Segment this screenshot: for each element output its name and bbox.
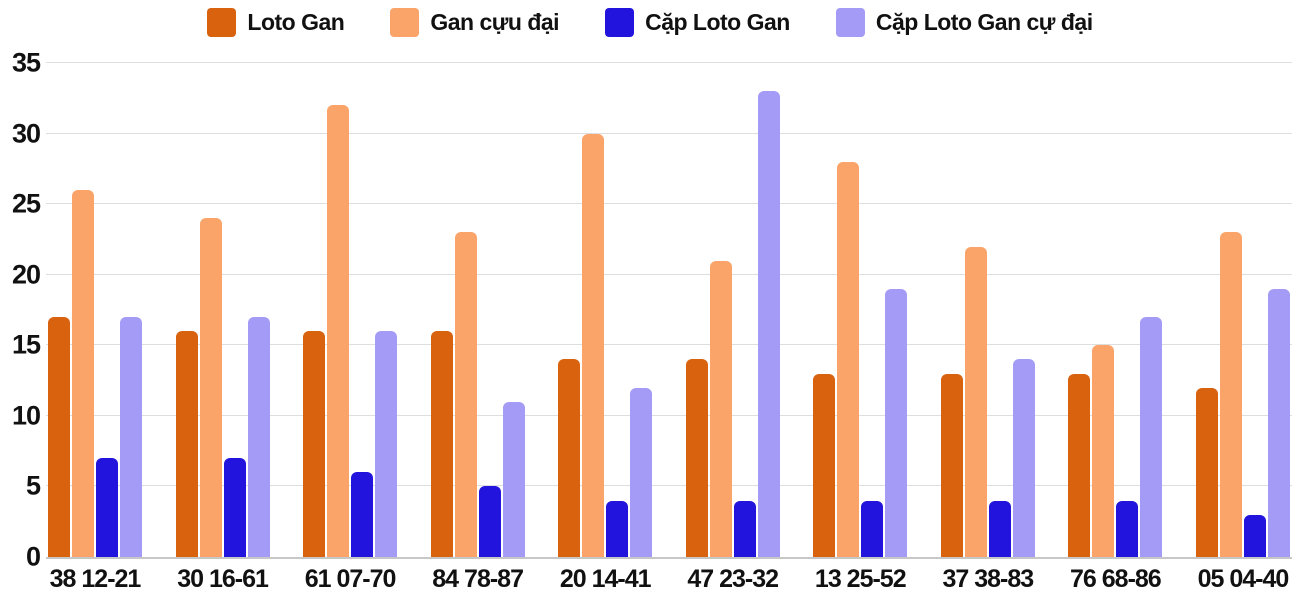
y-tick-label: 5 [25,470,41,501]
legend-swatch-icon [207,8,237,37]
bar-cặp-loto-gan-cự-đại-5[interactable] [757,91,780,557]
bar-group-1 [175,63,270,557]
bar-gan-cựu-đại-7[interactable] [964,246,987,557]
x-tick-label-3: 84 78-87 [432,565,524,593]
x-tick-label-8: 76 68-86 [1070,565,1162,593]
bar-gan-cựu-đại-5[interactable] [709,260,732,557]
bar-cặp-loto-gan-1[interactable] [223,458,246,557]
legend-label: Cặp Loto Gan [645,9,790,35]
bar-group-3 [430,63,525,557]
x-tick-label-6: 13 25-52 [814,565,907,593]
gridline [46,485,1292,487]
bar-cặp-loto-gan-cự-đại-0[interactable] [120,317,142,557]
bar-group-4 [558,63,653,557]
y-axis: 0 5 10 15 20 25 30 35 [0,49,41,570]
bar-cặp-loto-gan-cự-đại-3[interactable] [502,401,525,557]
legend-swatch-icon [835,8,865,37]
bar-loto-gan-3[interactable] [430,331,453,557]
bar-cặp-loto-gan-cự-đại-7[interactable] [1012,359,1035,557]
y-tick-label: 35 [11,47,41,78]
gridline [46,273,1292,275]
bar-loto-gan-1[interactable] [175,331,198,557]
bar-cặp-loto-gan-0[interactable] [96,458,118,557]
bar-cặp-loto-gan-2[interactable] [351,472,374,557]
gridline [46,132,1292,134]
bar-cặp-loto-gan-4[interactable] [606,500,629,557]
bar-cặp-loto-gan-8[interactable] [1116,500,1139,557]
y-tick-label: 25 [11,188,41,219]
bar-group-2 [303,63,398,557]
legend-item-0[interactable]: Loto Gan [207,8,345,37]
legend-label: Cặp Loto Gan cự đại [875,9,1093,35]
bar-loto-gan-0[interactable] [48,317,70,557]
gridline [46,414,1292,416]
bar-group-6 [813,63,908,557]
x-tick-label-5: 47 23-32 [687,565,779,593]
plot-area [46,62,1292,559]
y-tick-label: 0 [25,541,41,572]
gridline [46,203,1292,205]
x-tick-label-2: 61 07-70 [304,565,397,593]
y-tick-label: 15 [11,329,41,360]
bar-loto-gan-2[interactable] [303,331,326,557]
bar-cặp-loto-gan-3[interactable] [478,486,501,557]
x-tick-label-7: 37 38-83 [942,565,1034,593]
bar-loto-gan-9[interactable] [1195,387,1218,557]
bar-gan-cựu-đại-4[interactable] [582,133,605,557]
legend-item-2[interactable]: Cặp Loto Gan [605,8,790,37]
legend: Loto Gan Gan cựu đại Cặp Loto Gan Cặp Loto … [0,8,1300,37]
bar-loto-gan-8[interactable] [1068,373,1091,557]
bar-loto-gan-4[interactable] [558,359,581,557]
y-tick-label: 10 [11,400,41,431]
x-tick-label-9: 05 04-40 [1197,565,1290,593]
bar-cặp-loto-gan-7[interactable] [988,500,1011,557]
legend-swatch-icon [390,8,420,37]
bar-group-5 [685,63,780,557]
bar-cặp-loto-gan-9[interactable] [1243,514,1266,557]
legend-label: Gan cựu đại [430,9,560,35]
gridline [46,62,1292,63]
bar-group-7 [940,63,1035,557]
bar-group-8 [1068,63,1163,557]
bar-loto-gan-7[interactable] [940,373,963,557]
bar-gan-cựu-đại-1[interactable] [199,218,222,557]
bar-gan-cựu-đại-9[interactable] [1219,232,1242,557]
legend-label: Loto Gan [247,9,345,35]
legend-item-1[interactable]: Gan cựu đại [390,8,560,37]
bar-cặp-loto-gan-cự-đại-2[interactable] [375,331,398,557]
legend-swatch-icon [605,8,635,37]
x-tick-label-4: 20 14-41 [559,565,652,593]
bar-cặp-loto-gan-6[interactable] [861,500,884,557]
y-tick-label: 30 [11,118,41,149]
x-tick-label-1: 30 16-61 [177,565,269,593]
x-axis: 38 12-21 30 16-61 61 07-70 84 78-87 20 14-41… [46,565,1292,594]
bar-gan-cựu-đại-6[interactable] [837,161,860,557]
bar-loto-gan-5[interactable] [685,359,708,557]
bar-cặp-loto-gan-cự-đại-9[interactable] [1267,288,1290,557]
bar-group-0 [48,63,142,557]
y-tick-label: 20 [11,259,41,290]
bar-cặp-loto-gan-5[interactable] [733,500,756,557]
legend-item-3[interactable]: Cặp Loto Gan cự đại [835,8,1093,37]
bar-gan-cựu-đại-2[interactable] [327,105,350,557]
bar-cặp-loto-gan-cự-đại-1[interactable] [247,317,270,557]
bar-cặp-loto-gan-cự-đại-4[interactable] [630,387,653,557]
bar-gan-cựu-đại-0[interactable] [72,190,94,557]
bar-gan-cựu-đại-8[interactable] [1092,345,1115,557]
bar-loto-gan-6[interactable] [813,373,836,557]
bar-group-9 [1195,63,1290,557]
x-tick-label-0: 38 12-21 [49,565,142,593]
bar-gan-cựu-đại-3[interactable] [454,232,477,557]
bar-cặp-loto-gan-cự-đại-6[interactable] [885,288,908,557]
bar-cặp-loto-gan-cự-đại-8[interactable] [1140,317,1163,557]
bars-container [46,63,1292,557]
gridline [46,344,1292,346]
